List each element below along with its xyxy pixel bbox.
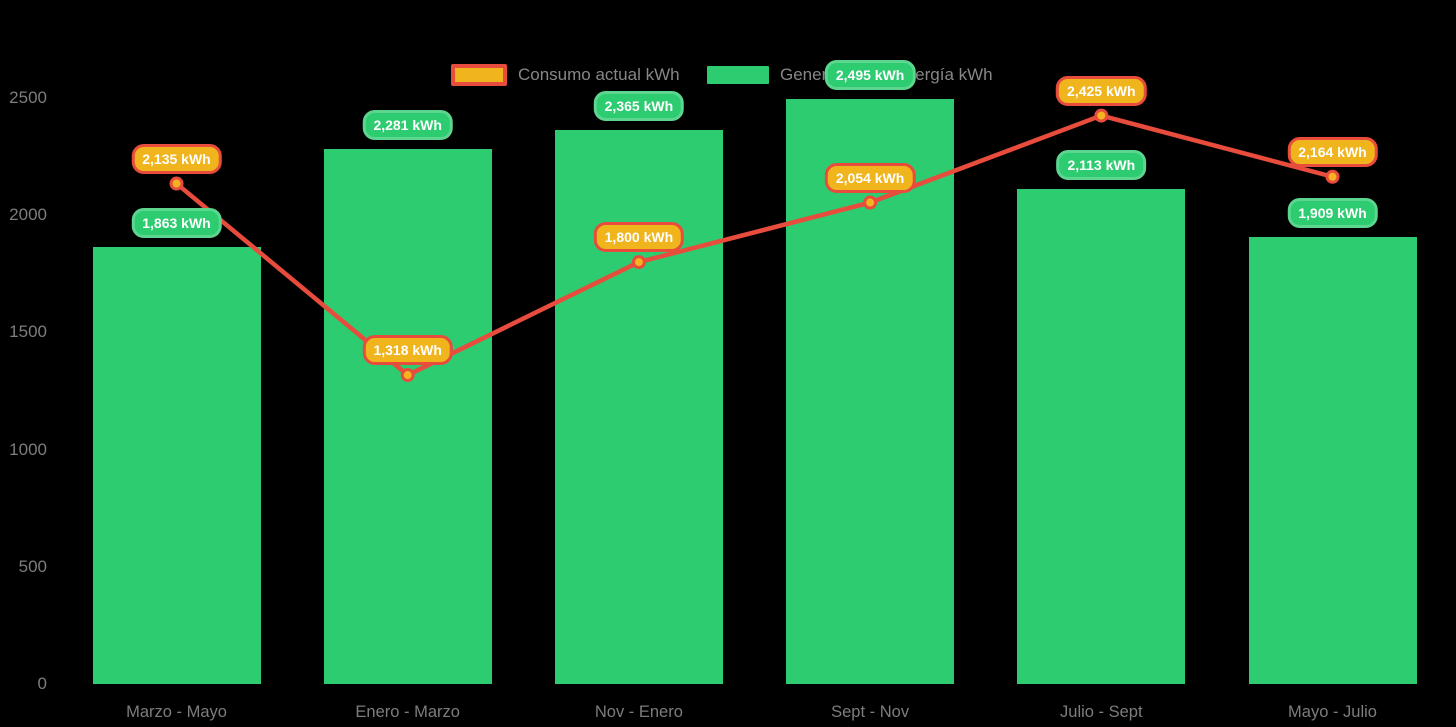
consumo-point-0[interactable] [169,176,184,191]
y-axis-tick-label: 1500 [9,322,47,342]
y-axis-tick-label: 0 [37,674,47,693]
x-axis-category-label: Enero - Marzo [355,703,460,721]
legend-item-consumo[interactable]: Consumo actual kWh [451,62,680,88]
generacion-bar-4[interactable] [1017,188,1186,684]
x-axis-category-label: Sept - Nov [831,703,910,721]
consumo-value-label: 2,054 kWh [824,162,916,193]
consumo-point-2[interactable] [631,255,646,270]
consumo-point-1[interactable] [400,368,415,383]
consumo-value-label: 1,318 kWh [362,335,453,366]
generacion-bar-1[interactable] [323,149,492,684]
y-axis-tick-label: 1000 [9,439,47,459]
consumo-legend-label: Consumo actual kWh [518,65,680,84]
generacion-bar-5[interactable] [1248,236,1417,684]
consumo-point-5[interactable] [1325,169,1340,184]
y-axis-tick-label: 2500 [9,88,47,107]
x-axis-category-label: Nov - Enero [594,703,683,721]
consumo-point-4[interactable] [1094,108,1109,123]
generacion-bar-2[interactable] [554,129,723,684]
generacion-value-label: 2,281 kWh [362,110,453,141]
generacion-value-label: 2,365 kWh [593,90,685,121]
generacion-value-label: 1,863 kWh [131,208,222,239]
consumo-line [175,113,1334,378]
x-axis-category-label: Marzo - Mayo [126,703,227,721]
generacion-value-label: 2,495 kWh [824,60,916,91]
y-axis-tick-label: 500 [18,556,47,576]
generacion-bar-0[interactable] [92,247,261,684]
generacion-value-label: 1,909 kWh [1287,197,1378,228]
consumo-value-label: 2,135 kWh [131,143,222,174]
generacion-value-label: 2,113 kWh [1056,149,1147,180]
generacion-legend-swatch [707,66,769,84]
x-axis-category-label: Mayo - Julio [1288,703,1377,721]
consumo-value-label: 2,164 kWh [1287,136,1378,167]
consumo-value-label: 1,800 kWh [593,222,685,253]
y-axis-tick-label: 2000 [9,205,47,225]
x-axis-category-label: Julio - Sept [1060,703,1143,721]
consumo-legend-swatch [451,64,507,86]
consumo-point-3[interactable] [863,195,878,210]
consumo-value-label: 2,425 kWh [1056,75,1147,106]
